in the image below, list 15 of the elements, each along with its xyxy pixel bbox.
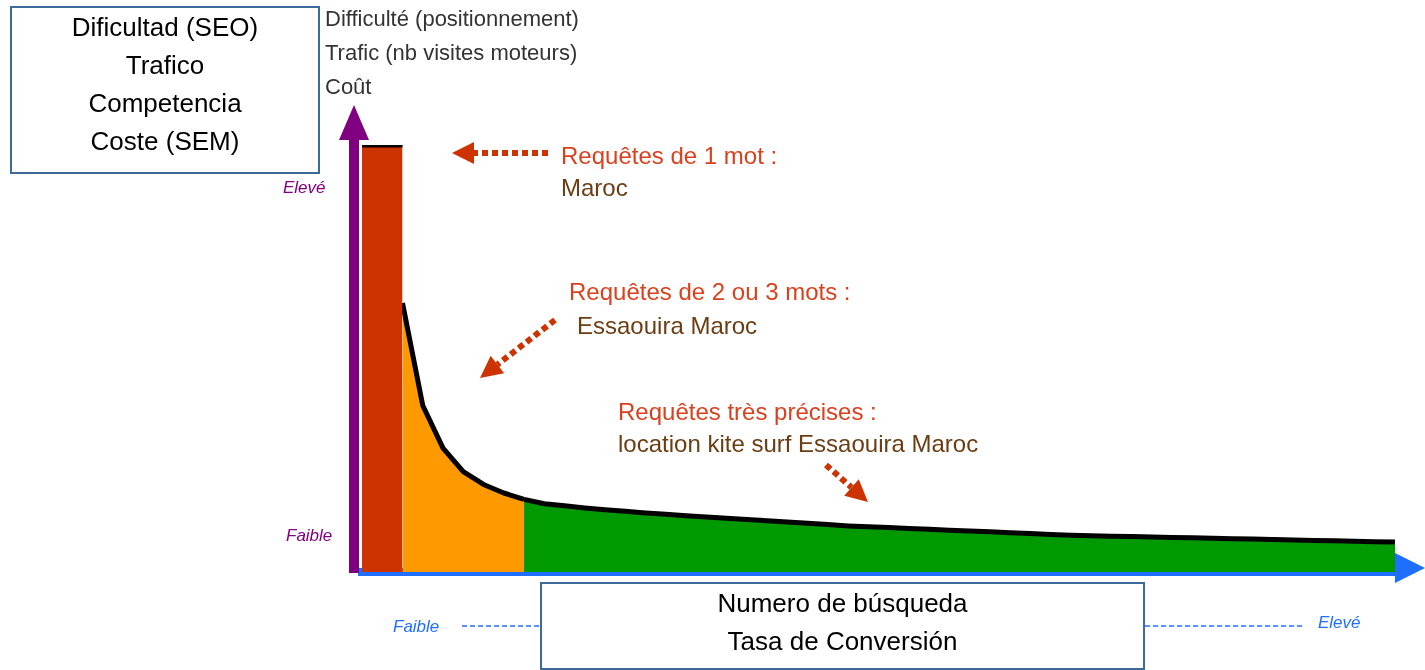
text: Coût [325,74,372,100]
annotation: Requêtes de 1 mot : [561,142,778,170]
annotation: location kite surf Essaouira Maroc [618,430,979,458]
annotation: Essaouira Maroc [577,312,758,340]
x-axis-title: Numero de búsqueda Tasa de Conversión [540,582,1145,670]
annotation: Requêtes de 2 ou 3 mots : [569,278,851,306]
text: Elevé [283,178,326,198]
text: Elevé [1318,613,1361,633]
text: Difficulté (positionnement) [325,6,579,32]
text: Faible [286,526,333,546]
annotation: Requêtes très précises : [618,398,877,426]
y-axis-title: Dificultad (SEO) Trafico Competencia Coste (SEM) [10,6,320,174]
annotation: Maroc [561,174,628,202]
text: Trafic (nb visites moteurs) [325,40,578,66]
text: Faible [393,617,440,637]
